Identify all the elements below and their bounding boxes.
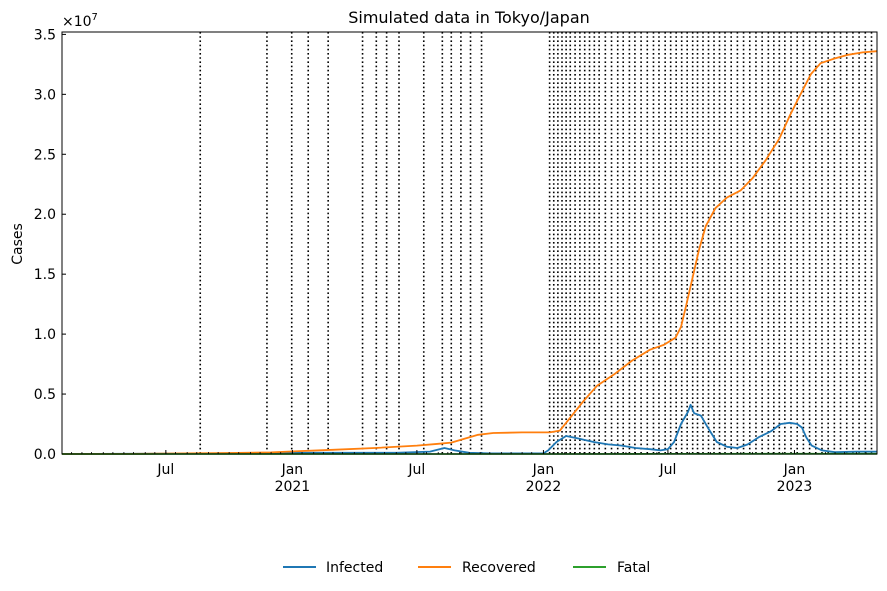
series-line-recovered xyxy=(61,50,878,455)
y-tick-label: 2.0 xyxy=(34,207,56,223)
x-tick-year-label: 2023 xyxy=(777,479,813,495)
legend-label-fatal: Fatal xyxy=(617,560,650,576)
legend-label-recovered: Recovered xyxy=(462,560,536,576)
x-tick-label: Jul xyxy=(407,462,425,478)
y-tick-label: 2.5 xyxy=(34,147,56,163)
y-offset-base: ×10 xyxy=(62,14,92,30)
x-tick-year-label: 2021 xyxy=(275,479,311,495)
y-tick-label: 0.0 xyxy=(34,447,56,463)
y-tick-label: 1.5 xyxy=(34,267,56,283)
x-tick-year-label: 2022 xyxy=(526,479,562,495)
x-tick-label: Jan xyxy=(281,462,304,478)
y-axis-label: Cases xyxy=(10,223,26,265)
y-tick-label: 0.5 xyxy=(34,387,56,403)
y-tick-label: 3.5 xyxy=(34,27,56,43)
y-offset-exponent: 7 xyxy=(92,12,98,23)
chart-title: Simulated data in Tokyo/Japan xyxy=(348,8,590,27)
legend: Infected Recovered Fatal xyxy=(283,560,650,576)
x-tick-label: Jul xyxy=(156,462,174,478)
y-tick-label: 3.0 xyxy=(34,87,56,103)
y-tick-label: 1.0 xyxy=(34,327,56,343)
x-tick-label: Jan xyxy=(783,462,806,478)
x-tick-label: Jan xyxy=(532,462,555,478)
y-offset-text: ×107 xyxy=(62,12,98,30)
legend-label-infected: Infected xyxy=(326,560,383,576)
x-tick-label: Jul xyxy=(658,462,676,478)
series-line-infected xyxy=(61,403,877,455)
